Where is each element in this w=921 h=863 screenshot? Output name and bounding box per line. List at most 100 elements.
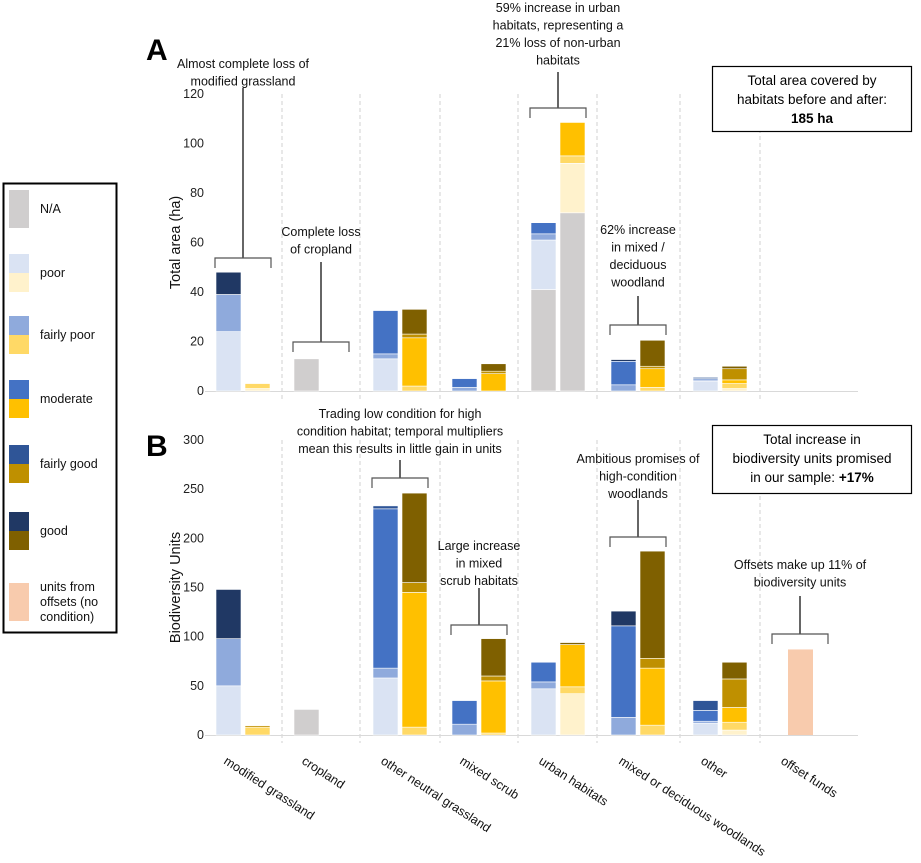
bar-after-n-a (559, 212, 586, 392)
annotation-text: Almost complete loss of (177, 57, 310, 71)
annotation-text: 21% loss of non-urban (495, 36, 620, 50)
y-tick-label: 150 (183, 581, 204, 595)
bar-after-fairly-good (244, 725, 271, 728)
annotation-text: condition habitat; temporal multipliers (297, 425, 503, 439)
summary-box-value: in our sample: +17% (750, 470, 873, 485)
annotation-text: biodiversity units (754, 576, 846, 590)
bar-after-fairly-poor (559, 686, 586, 694)
bar-offsets (788, 649, 813, 735)
bar-before-n-a (293, 358, 320, 392)
bar-before-poor (530, 688, 557, 736)
y-tick-label: 200 (183, 531, 204, 545)
panel-b-chart: 0 50 100 150 200 250 300 Biodiversity Units Tota… (168, 407, 913, 743)
legend-label: poor (40, 266, 65, 280)
summary-box-text: Total increase in (763, 432, 861, 447)
legend-swatch-after (9, 335, 29, 354)
annotation-text: woodlands (607, 487, 668, 501)
legend-swatch-after (9, 399, 29, 418)
annotation-text: Complete loss (281, 225, 360, 239)
annotation-bracket (609, 324, 667, 335)
annotation-text: mean this results in little gain in unit… (298, 442, 502, 456)
y-axis-label: Biodiversity Units (168, 532, 184, 643)
bar-after-fairly-poor (721, 721, 748, 731)
bar-after-good (721, 661, 748, 680)
bar-after-moderate (401, 592, 428, 728)
annotation-text: 59% increase in urban (496, 1, 620, 15)
bar-after-fairly-poor (639, 724, 666, 736)
bar-after-fairly-poor (244, 726, 271, 736)
bar-after-good (401, 492, 428, 583)
x-tick-label: mixed scrub (457, 754, 521, 802)
bar-before-fairly-poor (215, 638, 242, 687)
legend-swatch-na (9, 190, 29, 228)
legend-swatch-before (9, 445, 29, 464)
panel-label-a: A (146, 34, 168, 67)
annotation-text: Trading low condition for high (319, 407, 482, 421)
legend-swatch-before (9, 380, 29, 399)
bar-before-good (610, 359, 637, 362)
bar-after-good (480, 638, 507, 677)
y-tick-label: 100 (183, 630, 204, 644)
bar-before-poor (372, 677, 399, 736)
legend-label: offsets (no (40, 595, 98, 609)
bar-after-fairly-good (639, 365, 666, 370)
y-tick-label: 60 (190, 236, 204, 250)
y-tick-label: 0 (197, 728, 204, 742)
bar-before-moderate (530, 222, 557, 235)
bar-after-fairly-good (401, 582, 428, 593)
legend-label: fairly poor (40, 328, 95, 342)
bar-before-fairly-good (692, 377, 719, 379)
legend-swatch-offsets (9, 583, 29, 621)
annotation-bracket (771, 633, 829, 644)
bar-before-fairly-good (692, 700, 719, 711)
legend-swatch-before (9, 316, 29, 335)
annotation-text: Offsets make up 11% of (734, 558, 867, 572)
bar-after-moderate (559, 122, 586, 157)
y-tick-label: 0 (197, 384, 204, 398)
bar-after-moderate (721, 379, 748, 384)
legend-swatch-after (9, 273, 29, 292)
bar-after-good (721, 365, 748, 370)
annotation-text: woodland (610, 276, 665, 290)
bar-after-fairly-good (480, 675, 507, 682)
bar-before-moderate (451, 700, 478, 725)
annotation-text: high-condition (599, 470, 677, 484)
annotation-text: habitats (536, 54, 580, 68)
bar-after-good (559, 642, 586, 645)
y-tick-label: 300 (183, 433, 204, 447)
legend-label: condition) (40, 610, 94, 624)
bar-before-moderate (610, 360, 637, 386)
bar-after-fairly-poor (639, 386, 666, 392)
bar-before-moderate (610, 625, 637, 718)
annotation-bracket (214, 257, 272, 268)
bar-before-fairly-poor (530, 681, 557, 690)
summary-box-value: 185 ha (791, 111, 834, 126)
summary-box (711, 424, 913, 495)
bar-before-poor (692, 722, 719, 736)
annotation-text: 62% increase (600, 223, 676, 237)
annotation-text: of cropland (290, 243, 352, 257)
y-tick-label: 20 (190, 335, 204, 349)
bar-after-moderate (721, 707, 748, 723)
bar-before-moderate (692, 710, 719, 722)
bar-after-poor (559, 163, 586, 214)
bar-before-poor (215, 685, 242, 736)
y-tick-label: 50 (190, 679, 204, 693)
y-tick-label: 120 (183, 87, 204, 101)
bar-before-good (215, 589, 242, 639)
legend-label: fairly good (40, 457, 98, 471)
bar-before-fairly-poor (451, 386, 478, 392)
bar-after-good (639, 550, 666, 659)
bar-after-good (480, 363, 507, 372)
legend-label: good (40, 524, 68, 538)
bar-before-good (215, 271, 242, 295)
legend-swatch-before (9, 254, 29, 273)
bar-before-poor (692, 380, 719, 392)
bar-after-good (401, 309, 428, 335)
bar-before-poor (372, 358, 399, 392)
bar-after-fairly-good (480, 370, 507, 374)
bar-before-good (610, 610, 637, 627)
legend-label: units from (40, 580, 95, 594)
bar-before-poor (530, 239, 557, 290)
